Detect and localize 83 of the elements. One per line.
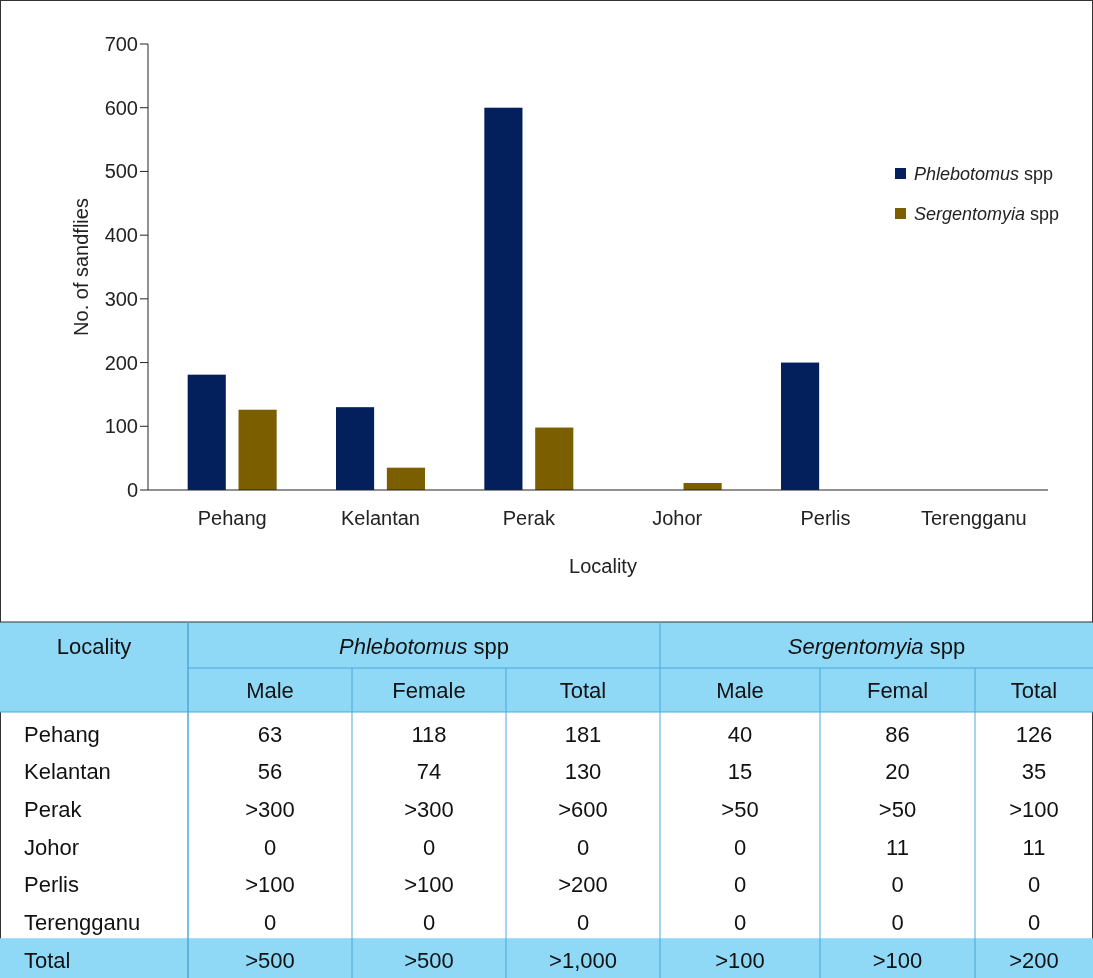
text: 11 (886, 834, 909, 860)
bar (535, 427, 574, 490)
y-tick-label: 0 (126, 479, 138, 501)
x-tick-label: Kelantan (341, 507, 420, 529)
category-label: Kelantan (24, 759, 111, 785)
text: 20 (885, 759, 910, 785)
text: >100 (1009, 796, 1059, 822)
text: 86 (885, 721, 910, 747)
text: 0 (733, 910, 747, 936)
text: >50 (878, 796, 917, 822)
text: >600 (558, 796, 608, 822)
bar (386, 467, 425, 490)
category-label: Total (24, 947, 71, 973)
text: 15 (727, 759, 753, 785)
text: >1,000 (549, 947, 617, 973)
text: 118 (411, 721, 447, 747)
category-label: Johor (24, 834, 80, 860)
y-tick-label: 100 (104, 415, 138, 438)
text: >200 (558, 872, 608, 898)
x-tick-label: Perlis (800, 507, 851, 529)
text: 63 (257, 721, 283, 747)
text: >100 (715, 947, 765, 973)
category-label: Terengganu (24, 910, 141, 936)
text: >500 (404, 947, 454, 973)
bar (484, 107, 523, 490)
x-axis-title: Locality (569, 555, 637, 577)
text: 0 (576, 910, 590, 936)
text: 0 (733, 834, 747, 860)
text: 11 (1022, 834, 1046, 860)
category-label: Total (1010, 677, 1058, 703)
text: 35 (1021, 759, 1047, 785)
bar (238, 409, 277, 490)
text: Sergentomyia spp (787, 633, 966, 659)
text: 181 (564, 721, 602, 747)
y-tick-label: 700 (104, 33, 138, 55)
category-label: Perlis (24, 872, 80, 898)
x-tick-label: Terengganu (921, 507, 1027, 529)
x-tick-label: Pehang (197, 507, 267, 529)
text: 0 (1027, 872, 1041, 898)
text: 126 (1015, 721, 1053, 747)
text: 40 (727, 721, 753, 747)
text: >100 (872, 947, 923, 973)
text: >50 (721, 796, 759, 822)
y-tick-label: 500 (104, 160, 138, 183)
category-label: Male (246, 677, 294, 703)
category-label: Total (559, 677, 607, 703)
text: >100 (404, 872, 454, 898)
text: 130 (564, 759, 602, 785)
bar (781, 362, 820, 490)
text: 0 (263, 834, 277, 860)
legend-label: Phlebotomus spp (914, 164, 1054, 185)
text: 0 (576, 834, 590, 860)
y-axis-title: No. of sandflies (70, 198, 92, 336)
category-label: Female (392, 677, 466, 703)
y-tick-label: 300 (104, 287, 138, 310)
text: >500 (245, 947, 295, 973)
x-tick-label: Johor (652, 507, 703, 529)
text: >300 (404, 796, 454, 822)
bar (336, 407, 375, 490)
text: 0 (422, 910, 436, 936)
category-label: Perak (24, 796, 82, 822)
text: >200 (1009, 947, 1059, 973)
text: >300 (245, 796, 295, 822)
text: 0 (891, 872, 904, 898)
category-label: Male (716, 677, 764, 703)
text: 0 (891, 910, 904, 936)
text: 74 (416, 759, 442, 785)
legend-label: Sergentomyia spp (914, 204, 1060, 225)
text: 56 (257, 759, 283, 785)
category-label: Femal (866, 677, 929, 703)
text: 0 (733, 872, 747, 898)
text: Phlebotomus spp (338, 633, 510, 659)
text: 0 (422, 834, 436, 860)
y-tick-label: 600 (104, 96, 138, 119)
y-tick-label: 400 (104, 224, 138, 247)
text: 0 (1027, 910, 1041, 936)
x-tick-label: Perak (502, 507, 556, 529)
bar (187, 374, 226, 490)
text: Locality (56, 633, 132, 659)
category-label: Pehang (24, 721, 100, 747)
text: >100 (245, 872, 295, 898)
text: 0 (263, 910, 277, 936)
y-tick-label: 200 (104, 351, 138, 374)
